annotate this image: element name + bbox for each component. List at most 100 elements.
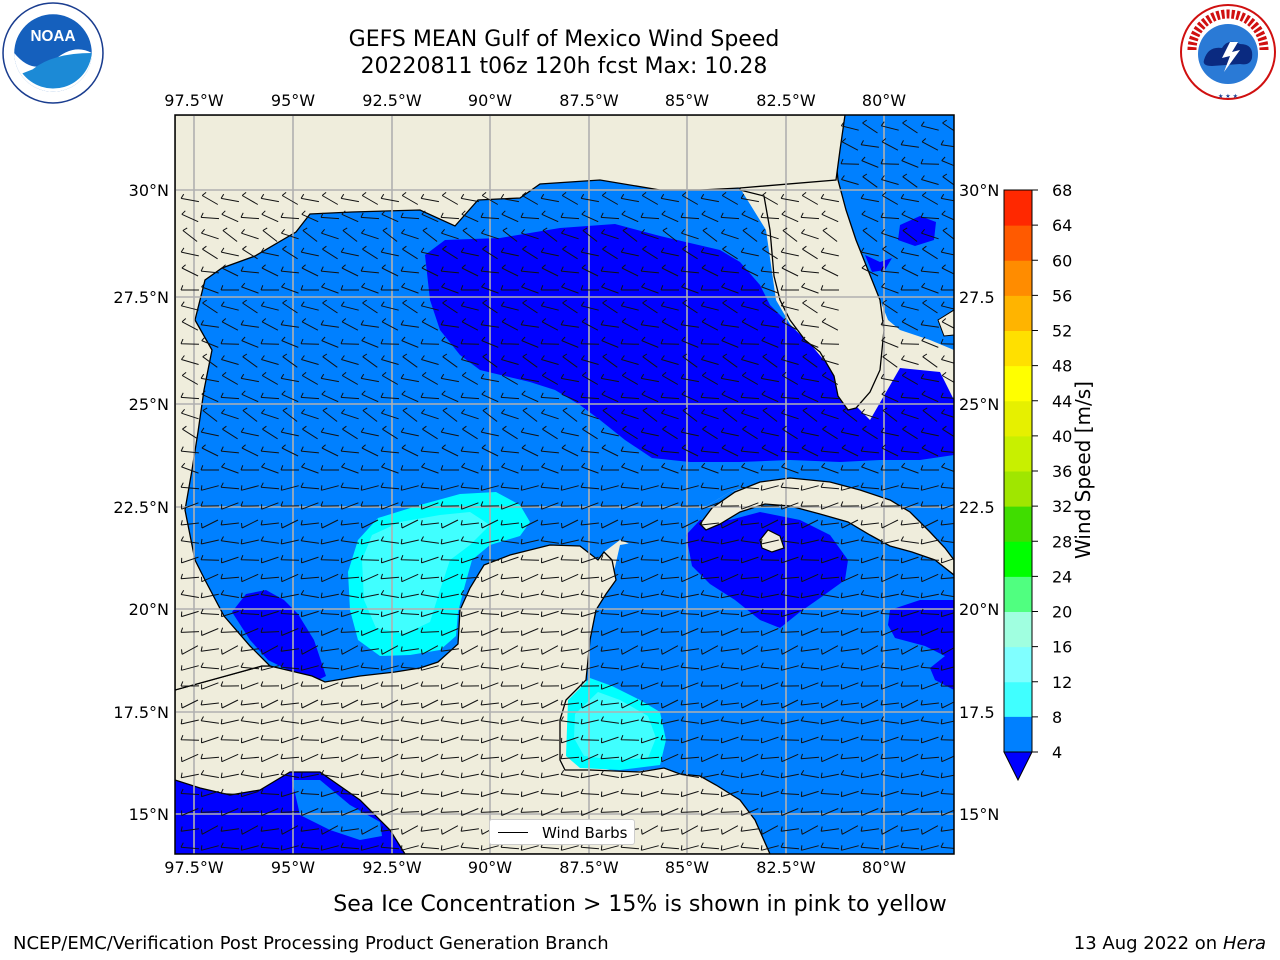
wind-barb — [881, 628, 899, 636]
wind-barb — [920, 753, 940, 760]
wind-barb — [840, 501, 860, 507]
wind-barb — [861, 264, 879, 277]
wind-barb — [441, 444, 459, 457]
wind-barb — [700, 482, 720, 490]
wind-barb — [621, 502, 639, 510]
wind-barb — [461, 502, 479, 510]
wind-barb — [321, 390, 339, 403]
wind-barb — [720, 646, 739, 652]
wind-barb — [500, 788, 520, 795]
wind-barb — [681, 336, 699, 348]
wind-barb — [621, 355, 639, 365]
wind-barb — [400, 662, 420, 670]
wind-barb — [542, 425, 558, 440]
wind-barb — [242, 245, 258, 260]
svg-text:★ ★ ★: ★ ★ ★ — [1218, 93, 1238, 100]
wind-barb — [741, 318, 759, 331]
wind-barb — [680, 700, 699, 706]
wind-barb — [280, 538, 299, 545]
wind-barb — [520, 427, 539, 437]
wind-barb — [740, 285, 759, 291]
wind-barb — [500, 536, 519, 544]
wind-barb — [181, 264, 199, 277]
wind-barb — [282, 299, 298, 314]
wind-barb — [462, 227, 478, 242]
wind-barb — [781, 462, 799, 474]
wind-barb — [920, 555, 940, 561]
wind-barb — [421, 264, 439, 277]
wind-barb — [261, 372, 279, 385]
wind-barb — [620, 193, 639, 203]
wind-barb — [721, 336, 739, 348]
wind-barb — [662, 425, 678, 440]
wind-barb — [480, 465, 499, 471]
wind-barb — [781, 355, 799, 365]
colorbar-tick-label: 4 — [1052, 743, 1062, 762]
wind-barb — [880, 592, 899, 599]
wind-barb — [761, 682, 779, 690]
wind-barb — [661, 408, 679, 420]
wind-barb — [680, 646, 699, 652]
wind-barb — [380, 482, 400, 490]
wind-barb — [440, 555, 460, 561]
wind-barb — [340, 338, 360, 345]
wind-barb — [300, 788, 320, 795]
wind-barb — [680, 373, 699, 383]
wind-barb — [660, 193, 679, 203]
wind-barb — [341, 502, 359, 510]
wind-barb — [180, 610, 199, 618]
wind-barb — [600, 646, 619, 652]
wind-barb — [861, 808, 879, 816]
wind-barb — [820, 573, 840, 580]
wind-barb — [842, 407, 858, 422]
wind-barb — [340, 446, 359, 454]
wind-barb — [560, 373, 579, 383]
wind-barb — [400, 790, 419, 798]
wind-barb — [401, 682, 419, 690]
wind-barb — [822, 425, 838, 440]
wind-barb — [762, 299, 778, 314]
wind-barb — [880, 790, 899, 798]
wind-barb — [620, 285, 639, 291]
wind-barb — [460, 681, 480, 687]
wind-barb — [361, 628, 379, 636]
wind-barb — [700, 842, 720, 850]
wind-barb — [440, 845, 459, 851]
wind-barb — [581, 502, 599, 510]
wind-barb — [841, 628, 859, 636]
wind-barb — [800, 807, 820, 813]
colorbar-tick-label: 16 — [1052, 638, 1072, 657]
wind-barb — [800, 538, 819, 545]
wind-barb — [300, 826, 319, 832]
wind-barb — [280, 212, 300, 220]
wind-barb — [600, 373, 619, 383]
wind-barb — [580, 772, 599, 779]
wind-barb — [200, 807, 220, 813]
wind-barb — [661, 556, 679, 564]
wind-barb — [320, 212, 340, 220]
wind-barb — [381, 645, 399, 655]
date-stamp: 13 Aug 2022 on Hera — [1074, 933, 1266, 954]
wind-barb — [601, 228, 619, 240]
wind-barb — [280, 373, 299, 383]
wind-barb — [462, 425, 478, 440]
wind-barb — [840, 485, 859, 491]
wind-barb — [701, 462, 719, 474]
wind-barb — [702, 227, 718, 242]
wind-barb — [321, 825, 339, 835]
wind-barb — [562, 245, 578, 260]
wind-barb — [300, 735, 320, 741]
wind-barb — [680, 212, 700, 220]
wind-barb — [900, 788, 920, 795]
wind-barb — [481, 736, 499, 744]
wind-barb — [940, 681, 954, 687]
wind-barb — [380, 735, 400, 741]
wind-barb — [200, 845, 219, 851]
wind-barb — [340, 718, 359, 725]
wind-barb — [761, 628, 779, 636]
wind-barb — [561, 736, 579, 744]
wind-barb — [682, 353, 698, 368]
wind-barb — [341, 372, 359, 385]
wind-barb — [180, 735, 200, 741]
wind-barb — [800, 555, 820, 561]
